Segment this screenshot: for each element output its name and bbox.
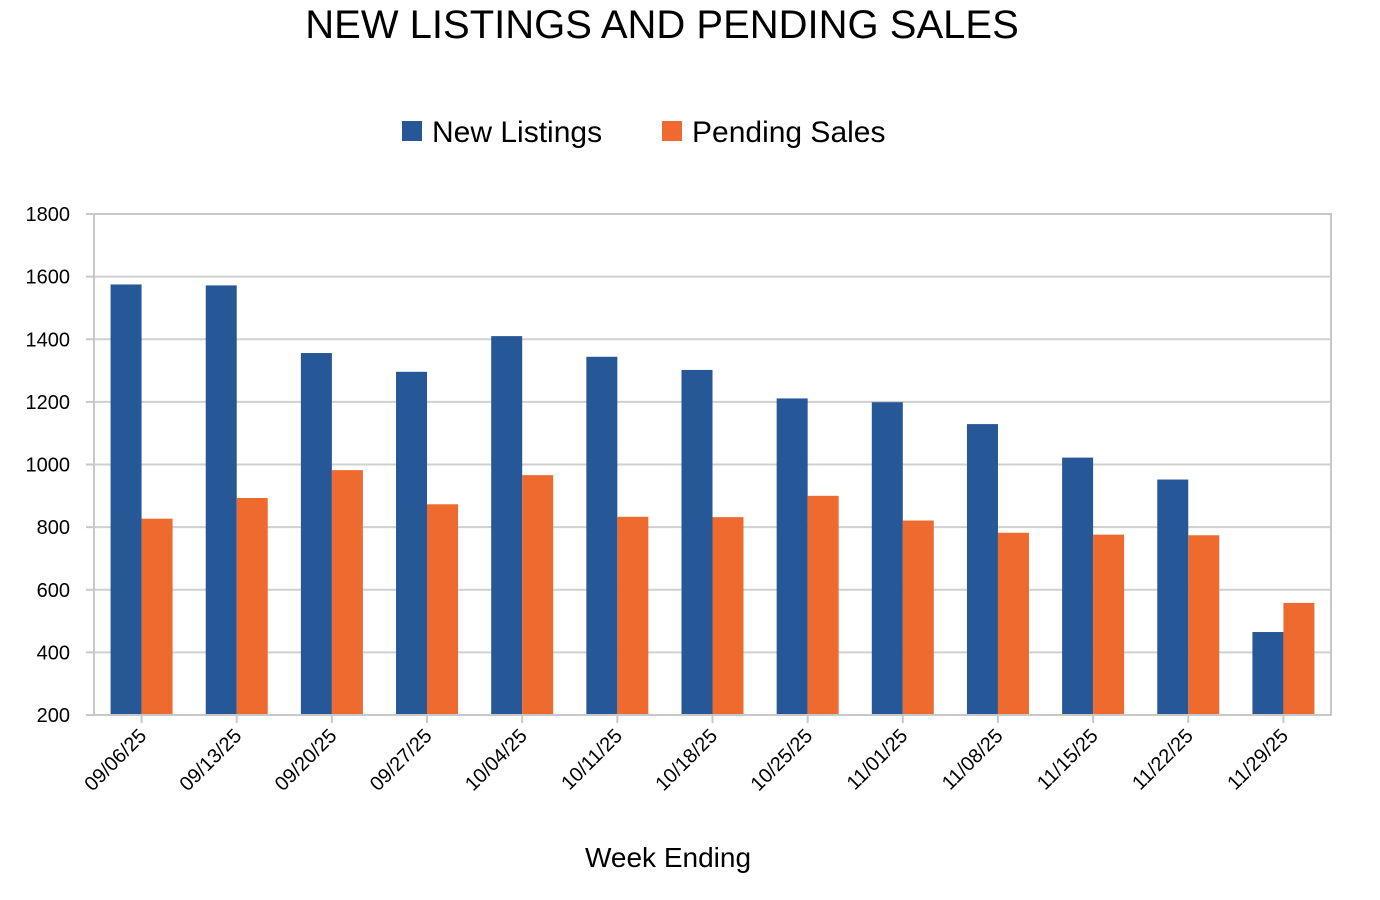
bar-pending-sales-11-08-25 (997, 532, 1029, 715)
x-tick-label: 09/06/25 (81, 725, 152, 796)
y-tick-label: 1800 (26, 204, 71, 226)
x-tick-label: 10/11/25 (557, 725, 627, 795)
bar-new-listings-10-11-25 (586, 356, 618, 715)
bar-pending-sales-10-18-25 (712, 517, 744, 715)
bar-pending-sales-10-25-25 (807, 495, 839, 715)
legend-swatch-new-listings (402, 121, 422, 141)
chart-title: NEW LISTINGS AND PENDING SALES (305, 3, 1019, 47)
bar-new-listings-11-29-25 (1252, 632, 1284, 715)
bar-pending-sales-10-04-25 (522, 475, 554, 715)
y-tick-label: 800 (37, 517, 70, 539)
x-tick-label: 09/13/25 (176, 725, 247, 796)
x-tick-label: 11/01/25 (843, 725, 913, 795)
legend-label-pending-sales: Pending Sales (692, 116, 885, 149)
y-axis-ticks: 200 400 600 800 1000 1200 1400 1600 1800 (26, 204, 94, 727)
bar-new-listings-11-15-25 (1062, 457, 1094, 715)
x-tick-label: 11/29/25 (1223, 725, 1293, 795)
bars (110, 284, 1315, 715)
x-axis-label: Week Ending (585, 842, 751, 873)
bar-pending-sales-09-20-25 (331, 470, 363, 715)
bar-pending-sales-11-22-25 (1188, 535, 1220, 715)
y-tick-label: 1200 (26, 392, 71, 414)
y-tick-label: 400 (37, 642, 70, 664)
bar-new-listings-11-22-25 (1157, 479, 1189, 715)
x-tick-label: 10/04/25 (461, 725, 532, 796)
bar-pending-sales-11-15-25 (1093, 534, 1125, 715)
x-tick-label: 10/18/25 (651, 725, 722, 796)
bar-pending-sales-11-29-25 (1283, 602, 1315, 715)
y-tick-label: 600 (37, 580, 70, 602)
bar-pending-sales-09-13-25 (236, 498, 268, 715)
legend-swatch-pending-sales (662, 121, 682, 141)
bar-pending-sales-11-01-25 (902, 520, 934, 715)
bar-pending-sales-10-11-25 (617, 516, 649, 715)
bar-new-listings-11-01-25 (871, 402, 903, 715)
x-tick-label: 09/20/25 (271, 725, 342, 796)
bar-new-listings-09-20-25 (300, 353, 332, 715)
bar-new-listings-10-18-25 (681, 369, 713, 715)
bar-pending-sales-09-06-25 (141, 518, 173, 715)
x-tick-label: 10/25/25 (747, 725, 818, 796)
bar-new-listings-10-04-25 (491, 336, 523, 715)
bar-new-listings-09-13-25 (205, 285, 237, 715)
x-tick-label: 11/08/25 (938, 725, 1008, 795)
bar-new-listings-11-08-25 (966, 424, 998, 715)
x-tick-label: 11/15/25 (1033, 725, 1103, 795)
bar-new-listings-09-27-25 (396, 371, 428, 715)
y-tick-label: 1000 (26, 455, 71, 477)
y-tick-label: 1600 (26, 267, 71, 289)
y-tick-label: 200 (37, 705, 70, 727)
bar-new-listings-10-25-25 (776, 398, 808, 715)
x-tick-label: 11/22/25 (1128, 725, 1198, 795)
x-tick-label: 09/27/25 (366, 725, 437, 796)
legend-label-new-listings: New Listings (432, 116, 602, 149)
bar-pending-sales-09-27-25 (427, 504, 459, 715)
legend: New Listings Pending Sales (402, 116, 885, 149)
y-tick-label: 1400 (26, 329, 71, 351)
x-axis-ticks: 09/06/25 09/13/25 09/20/25 09/27/25 10/04/25… (81, 715, 1293, 796)
bar-new-listings-09-06-25 (110, 284, 142, 715)
